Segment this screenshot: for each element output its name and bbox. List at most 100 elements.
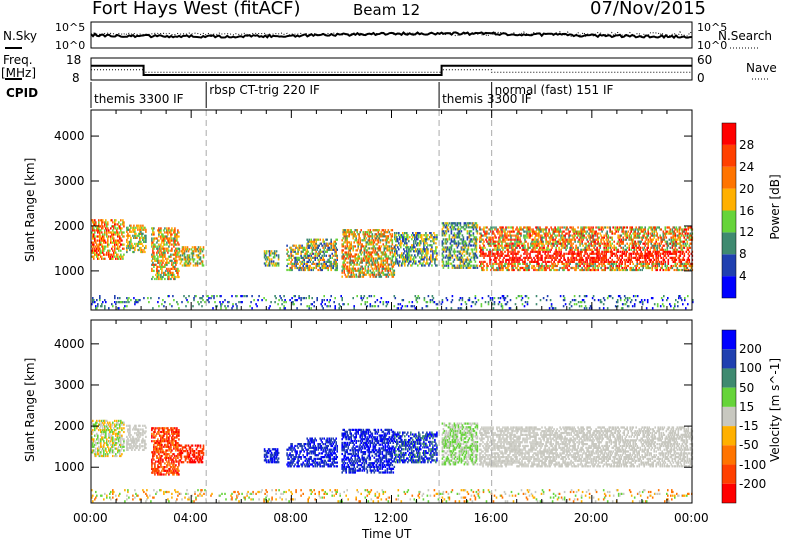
echo-cell [665, 268, 668, 272]
echo-cell [589, 238, 591, 241]
echo-cell [120, 257, 122, 260]
echo-cell [385, 247, 388, 250]
echo-cell [606, 230, 608, 233]
echo-cell [538, 268, 540, 272]
echo-cell [383, 253, 386, 256]
echo-cell [592, 258, 594, 261]
echo-cell [327, 246, 329, 249]
echo-cell [595, 252, 597, 255]
echo-cell [578, 240, 580, 243]
echo-cell [161, 263, 163, 266]
echo-cell [326, 242, 328, 245]
echo-cell [408, 258, 410, 261]
echo-cell [435, 250, 437, 253]
echo-cell [604, 242, 606, 245]
echo-cell [538, 252, 540, 255]
echo-cell [656, 244, 658, 247]
echo-cell [346, 245, 348, 248]
echo-cell [288, 258, 290, 261]
echo-cell [552, 232, 554, 235]
echo-cell [184, 248, 187, 251]
echo-cell [306, 248, 308, 251]
echo-cell [532, 260, 534, 263]
echo-cell [482, 238, 484, 241]
echo-cell [164, 247, 166, 250]
echo-cell [105, 221, 107, 224]
echo-cell [651, 254, 653, 257]
echo-cell [110, 257, 112, 260]
echo-cell [359, 241, 361, 244]
echo-cell [175, 235, 177, 238]
echo-cell [140, 248, 142, 252]
echo-cell [449, 262, 452, 265]
echo-cell [308, 264, 310, 268]
echo-cell [415, 248, 417, 251]
echo-cell [529, 226, 531, 229]
echo-cell [332, 262, 334, 265]
echo-cell [365, 261, 368, 264]
echo-cell [530, 260, 532, 263]
echo-cell [199, 250, 202, 253]
echo-cell [431, 260, 433, 263]
echo-cell [153, 233, 155, 236]
echo-cell [491, 266, 493, 270]
echo-cell [599, 232, 601, 235]
echo-cell [398, 264, 400, 267]
echo-cell [287, 262, 289, 265]
echo-cell [271, 252, 274, 255]
echo-cell [431, 234, 433, 237]
nsky-tick: 10^0 [55, 39, 86, 52]
echo-cell [308, 246, 310, 249]
echo-cell [566, 264, 568, 268]
echo-cell [385, 237, 388, 240]
echo-cell [442, 232, 445, 235]
echo-cell [563, 268, 565, 272]
echo-cell [132, 234, 134, 237]
echo-cell [413, 234, 415, 237]
echo-cell [501, 264, 503, 268]
echo-cell [176, 253, 178, 256]
nsearch-label: N.Search [718, 29, 773, 43]
echo-cell [575, 256, 577, 259]
echo-cell [561, 236, 563, 239]
echo-cell [619, 226, 621, 229]
echo-cell [171, 237, 173, 240]
echo-cell [363, 247, 366, 250]
echo-cell [586, 230, 588, 233]
echo-cell [519, 268, 521, 272]
echo-cell [326, 238, 328, 241]
echo-cell [137, 248, 139, 252]
echo-cell [555, 240, 557, 243]
echo-cell [597, 268, 599, 272]
echo-cell [541, 240, 543, 243]
echo-cell [609, 250, 611, 253]
echo-cell [326, 264, 328, 268]
echo-cell [505, 260, 507, 263]
echo-cell [347, 271, 349, 274]
echo-cell [560, 252, 562, 255]
echo-cell [520, 266, 522, 270]
echo-cell [591, 230, 593, 233]
echo-cell [384, 267, 387, 270]
echo-cell [426, 260, 428, 263]
echo-cell [453, 222, 456, 225]
freq-tick: 18 [66, 53, 82, 67]
echo-cell [664, 252, 667, 255]
echo-cell [468, 266, 471, 269]
echo-cell [540, 266, 542, 270]
echo-cell [272, 262, 275, 265]
echo-cell [527, 232, 529, 235]
echo-cell [435, 248, 437, 251]
echo-cell [540, 234, 542, 237]
echo-cell [493, 226, 495, 229]
echo-cell [294, 256, 296, 259]
echo-cell [108, 235, 110, 238]
echo-cell [647, 234, 649, 237]
echo-cell [640, 254, 642, 257]
echo-cell [522, 260, 524, 263]
echo-cell [588, 246, 590, 249]
echo-cell [506, 246, 508, 249]
echo-cell [342, 265, 344, 268]
echo-cell [166, 229, 168, 232]
echo-cell [104, 247, 106, 250]
